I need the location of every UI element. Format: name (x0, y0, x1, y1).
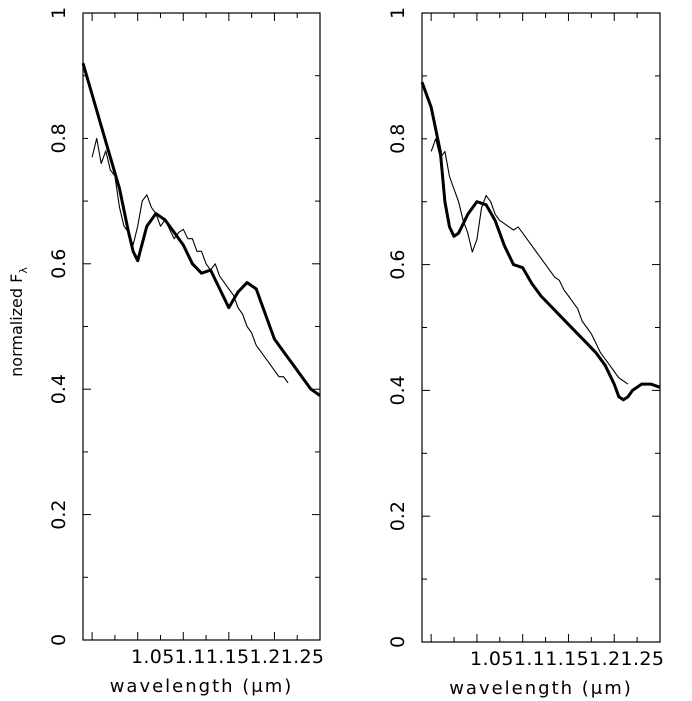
y-axis-label: normalized Fλ (7, 267, 30, 377)
x-tick-labels: 1.051.11.151.21.25 (470, 648, 664, 670)
y-tick-label: 0 (48, 634, 70, 646)
x-axis-title: wavelength (μm) (449, 678, 633, 699)
y-tick-label: 0.8 (48, 123, 70, 153)
x-tick-labels: 1.051.11.151.21.25 (131, 646, 324, 668)
y-tick-label: 0.4 (48, 374, 70, 404)
y-tick-label: 0.4 (387, 375, 409, 405)
y-tick-label: 1 (387, 7, 409, 19)
panel-1-thin-spectrum-line (91, 137, 289, 384)
y-tick-label: 0 (387, 636, 409, 648)
panel-1-frame (82, 12, 321, 641)
panel-2-thin-spectrum-line (430, 138, 629, 385)
panel-2-frame (421, 12, 661, 643)
panel-1-thick-spectrum-line (81, 62, 321, 397)
panel-2-thick-spectrum-line (420, 81, 661, 402)
y-tick-label: 0.2 (387, 501, 409, 531)
y-tick-label: 0.6 (48, 249, 70, 279)
y-tick-label: 1 (48, 7, 70, 19)
x-axis-title: wavelength (μm) (110, 676, 294, 697)
y-tick-label: 0.2 (48, 499, 70, 529)
y-tick-label: 0.8 (387, 124, 409, 154)
y-tick-label: 0.6 (387, 249, 409, 279)
